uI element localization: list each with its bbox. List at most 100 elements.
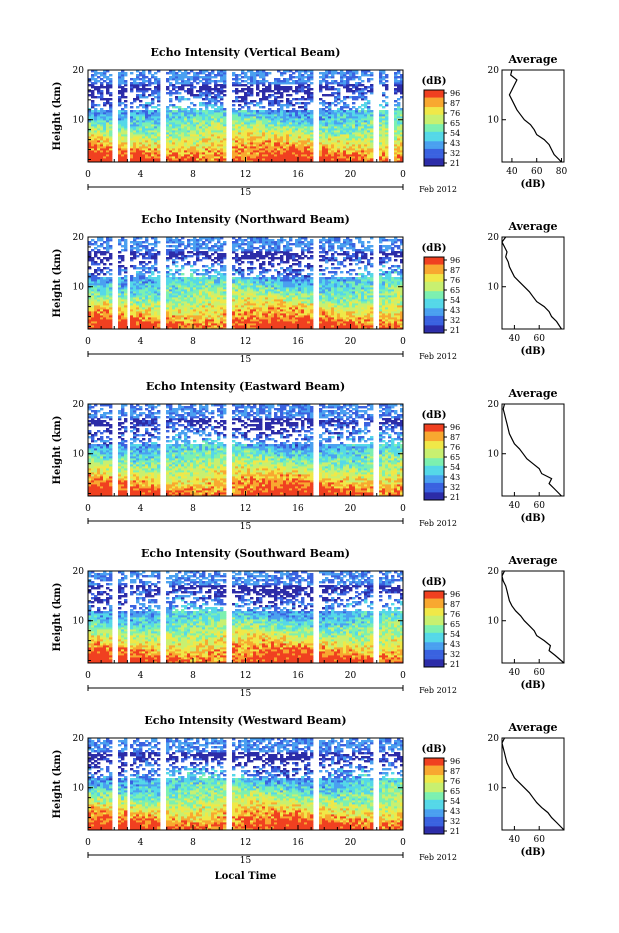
heatmap-cell — [97, 257, 100, 259]
panel-title: Echo Intensity (Vertical Beam) — [150, 46, 340, 59]
heatmap-cell — [187, 106, 190, 108]
heatmap-cell — [124, 267, 127, 269]
heatmap-cell — [301, 102, 304, 104]
heatmap-cell — [289, 82, 292, 84]
heatmap-cell — [184, 255, 187, 257]
heatmap-cell — [325, 110, 328, 112]
heatmap-cell — [124, 110, 127, 112]
heatmap-cell — [124, 275, 127, 277]
heatmap-cell — [349, 88, 352, 90]
heatmap-cell — [118, 110, 121, 112]
heatmap-cell — [238, 74, 241, 76]
heatmap-cell — [97, 96, 100, 98]
colorbar-swatch — [424, 115, 444, 117]
heatmap-cell — [355, 76, 358, 78]
heatmap-cell — [196, 72, 199, 74]
average-x-label: (dB) — [521, 179, 546, 190]
heatmap-cell — [94, 275, 97, 277]
heatmap-cell — [307, 74, 310, 76]
heatmap-cell — [211, 275, 214, 277]
heatmap-cell — [358, 76, 361, 78]
heatmap-cell — [103, 86, 106, 88]
heatmap-cell — [334, 88, 337, 90]
heatmap-cell — [91, 100, 94, 102]
heatmap-cell — [145, 245, 148, 247]
heatmap-cell — [106, 267, 109, 269]
heatmap-cell — [208, 86, 211, 88]
heatmap-cell — [103, 257, 106, 259]
heatmap-cell — [109, 269, 112, 271]
heatmap-cell — [199, 76, 202, 78]
heatmap-cell — [355, 96, 358, 98]
panel-1: Echo Intensity (Vertical Beam)2010Height… — [52, 46, 568, 198]
heatmap-cell — [100, 78, 103, 80]
heatmap-cell — [166, 271, 169, 273]
heatmap-cell — [244, 84, 247, 86]
heatmap-cell — [298, 98, 301, 100]
heatmap-cell — [355, 82, 358, 84]
heatmap-cell — [97, 80, 100, 82]
heatmap-cell — [196, 82, 199, 84]
heatmap-cell — [253, 72, 256, 74]
heatmap-cell — [217, 88, 220, 90]
heatmap-cell — [367, 74, 370, 76]
heatmap-cell — [289, 110, 292, 112]
heatmap-cell — [145, 88, 148, 90]
heatmap-cell — [304, 86, 307, 88]
heatmap-cell — [148, 267, 151, 269]
heatmap-cell — [238, 100, 241, 102]
heatmap-cell — [136, 110, 139, 112]
heatmap-cell — [220, 84, 223, 86]
heatmap-cell — [394, 100, 397, 102]
heatmap-cell — [223, 94, 226, 96]
heatmap-cell — [187, 261, 190, 263]
heatmap-cell — [142, 261, 145, 263]
heatmap-cell — [382, 100, 385, 102]
average-y-tick-label: 20 — [488, 66, 500, 76]
heatmap-cell — [256, 102, 259, 104]
heatmap-cell — [382, 106, 385, 108]
heatmap-cell — [139, 104, 142, 106]
heatmap-cell — [190, 273, 193, 275]
heatmap-cell — [103, 241, 106, 243]
heatmap-cell — [364, 86, 367, 88]
heatmap-cell — [145, 80, 148, 82]
heatmap-cell — [385, 80, 388, 82]
heatmap-cell — [136, 82, 139, 84]
heatmap-cell — [286, 78, 289, 80]
colorbar-swatch — [424, 153, 444, 155]
heatmap-cell — [187, 110, 190, 112]
heatmap-cell — [205, 269, 208, 271]
heatmap-cell — [166, 72, 169, 74]
colorbar-swatch — [424, 92, 444, 94]
heatmap-cell — [157, 78, 160, 80]
heatmap-cell — [103, 277, 106, 279]
heatmap-cell — [268, 72, 271, 74]
heatmap-cell — [91, 239, 94, 241]
heatmap-cell — [397, 76, 400, 78]
heatmap-cell — [103, 247, 106, 249]
heatmap-cell — [142, 245, 145, 247]
colorbar-swatch — [424, 132, 444, 134]
heatmap-cell — [361, 104, 364, 106]
heatmap-cell — [292, 98, 295, 100]
heatmap-cell — [106, 98, 109, 100]
heatmap-cell — [88, 94, 91, 96]
heatmap-cell — [118, 72, 121, 74]
colorbar-swatch — [424, 107, 444, 109]
heatmap-cell — [265, 72, 268, 74]
heatmap-cell — [184, 90, 187, 92]
colorbar-swatch — [424, 126, 444, 128]
heatmap-cell — [337, 102, 340, 104]
heatmap-cell — [202, 265, 205, 267]
colorbar-swatch — [424, 136, 444, 138]
colorbar-swatch — [424, 134, 444, 136]
heatmap-cells — [88, 70, 403, 162]
heatmap-cell — [109, 273, 112, 275]
heatmap-cell — [328, 86, 331, 88]
heatmap-cell — [175, 96, 178, 98]
heatmap-cell — [211, 96, 214, 98]
heatmap-cell — [187, 251, 190, 253]
heatmap-cell — [142, 241, 145, 243]
heatmap-cell — [106, 277, 109, 279]
